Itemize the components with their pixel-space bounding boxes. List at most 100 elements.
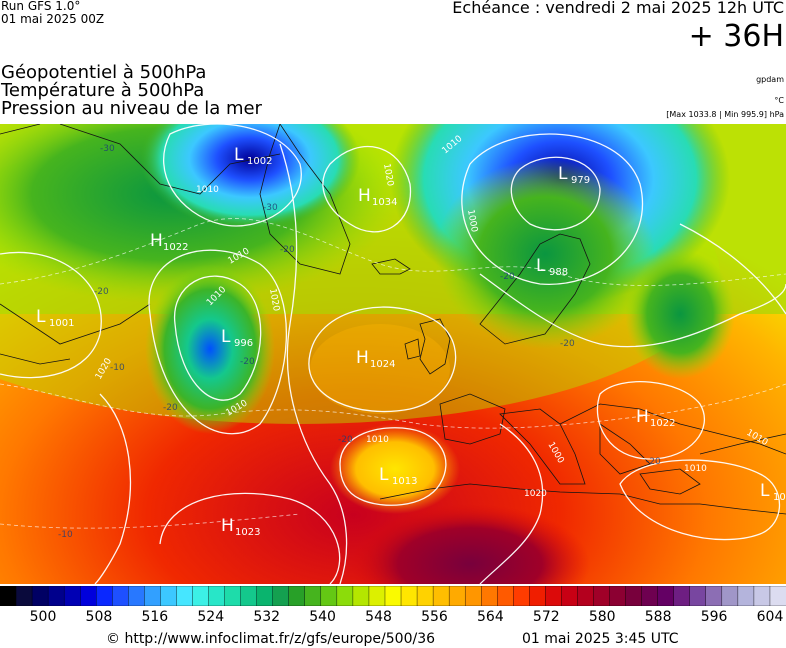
color-swatch	[705, 586, 723, 606]
svg-text:988: 988	[549, 267, 568, 278]
color-scale-tick: 556	[421, 609, 448, 625]
low-pressure-center: L 1013	[379, 465, 417, 487]
color-swatch	[641, 586, 659, 606]
color-scale-tick: 532	[253, 609, 281, 625]
color-scale-tick: 596	[700, 609, 728, 625]
color-swatch	[256, 586, 274, 606]
svg-text:1034: 1034	[372, 197, 397, 208]
color-scale	[0, 586, 786, 606]
color-swatch	[416, 586, 434, 606]
color-swatch	[753, 586, 771, 606]
color-swatch	[192, 586, 210, 606]
svg-text:-10: -10	[58, 530, 73, 540]
color-swatch	[561, 586, 579, 606]
title-pressure: Pression au niveau de la mer	[1, 98, 262, 119]
low-pressure-center: L 979	[558, 164, 590, 186]
color-swatch	[481, 586, 498, 606]
high-pressure-center: H 1022	[150, 231, 188, 253]
color-scale-tick: 588	[644, 609, 672, 625]
color-swatch	[400, 586, 418, 606]
color-swatch	[673, 586, 691, 606]
svg-text:H: H	[221, 516, 234, 536]
color-swatch	[593, 586, 611, 606]
temperature-labels: -30 -30 -20 -20 -20 -20 -20 -20 -20 -20 …	[58, 144, 661, 540]
svg-text:-20: -20	[94, 287, 109, 297]
svg-text:-20: -20	[280, 245, 295, 255]
svg-text:1020: 1020	[524, 489, 547, 499]
forecast-valid-time: Echéance : vendredi 2 mai 2025 12h UTC	[452, 0, 784, 17]
svg-text:1022: 1022	[163, 242, 188, 253]
color-swatch	[513, 586, 531, 606]
color-swatch	[208, 586, 226, 606]
svg-text:1022: 1022	[650, 418, 675, 429]
color-swatch	[545, 586, 563, 606]
color-swatch	[464, 586, 482, 606]
svg-text:-20: -20	[560, 339, 575, 349]
color-scale-tick: 508	[85, 609, 113, 625]
svg-text:-10: -10	[110, 363, 125, 373]
color-swatch	[128, 586, 146, 606]
svg-text:L: L	[36, 307, 46, 327]
color-swatch	[160, 586, 178, 606]
svg-text:1010: 1010	[196, 185, 219, 195]
color-scale-tick: 500	[29, 609, 57, 625]
svg-text:1023: 1023	[235, 527, 260, 538]
color-swatch	[96, 586, 113, 606]
color-swatch	[737, 586, 755, 606]
generation-time: 01 mai 2025 3:45 UTC	[522, 631, 679, 647]
color-swatch	[304, 586, 322, 606]
svg-text:1024: 1024	[370, 359, 395, 370]
color-swatch	[689, 586, 707, 606]
color-scale-tick: 540	[309, 609, 336, 625]
color-swatch	[240, 586, 258, 606]
color-scale-tick: 572	[532, 609, 560, 625]
svg-text:-30: -30	[100, 144, 115, 154]
svg-text:996: 996	[234, 338, 253, 349]
svg-text:1000: 1000	[465, 209, 479, 234]
color-swatch	[368, 586, 386, 606]
high-pressure-center: H 1024	[356, 348, 395, 370]
svg-text:-20: -20	[500, 272, 515, 282]
svg-text:H: H	[636, 407, 649, 427]
svg-text:1020: 1020	[381, 163, 395, 188]
svg-text:1001: 1001	[49, 318, 74, 329]
svg-text:1002: 1002	[247, 156, 272, 167]
color-swatch	[15, 586, 33, 606]
svg-text:979: 979	[571, 175, 590, 186]
color-swatch	[0, 586, 17, 606]
color-swatch	[432, 586, 450, 606]
svg-text:1020: 1020	[267, 288, 281, 313]
color-scale-tick: 604	[756, 609, 784, 625]
svg-text:L: L	[558, 164, 568, 184]
geopotential-field	[0, 124, 786, 584]
svg-text:H: H	[150, 231, 163, 251]
low-pressure-center: L 996	[221, 327, 253, 349]
color-swatch	[529, 586, 547, 606]
color-swatch	[769, 586, 786, 606]
svg-text:L: L	[379, 465, 389, 485]
color-scale-tick: 580	[588, 609, 616, 625]
low-pressure-center: L 1001	[36, 307, 74, 329]
weather-map: L 1002 H 1034 L 979 H 1022 L 988 L 1001 L 996 H…	[0, 124, 786, 584]
color-swatch	[384, 586, 402, 606]
color-swatch	[577, 586, 595, 606]
pressure-extremes: [Max 1033.8 | Min 995.9] hPa	[666, 110, 784, 119]
high-pressure-center: H 1023	[221, 516, 260, 538]
svg-text:100: 100	[773, 492, 786, 503]
color-swatch	[63, 586, 81, 606]
coastlines	[0, 124, 786, 515]
color-scale-tick: 516	[141, 609, 169, 625]
color-swatch	[31, 586, 49, 606]
color-swatch	[272, 586, 290, 606]
svg-text:L: L	[760, 481, 770, 501]
color-swatch	[79, 586, 97, 606]
lead-time: + 36H	[688, 19, 784, 54]
color-swatch	[288, 586, 306, 606]
title-geopotential: Géopotentiel à 500hPa	[1, 62, 207, 83]
color-scale-labels: 500 508 516 524 532 540 548 556 564 572 580 588 596 6…	[0, 609, 786, 627]
unit-geopotential: gpdam	[756, 75, 784, 84]
svg-text:-20: -20	[240, 357, 255, 367]
high-pressure-center: H 1022	[636, 407, 675, 429]
color-swatch	[352, 586, 370, 606]
